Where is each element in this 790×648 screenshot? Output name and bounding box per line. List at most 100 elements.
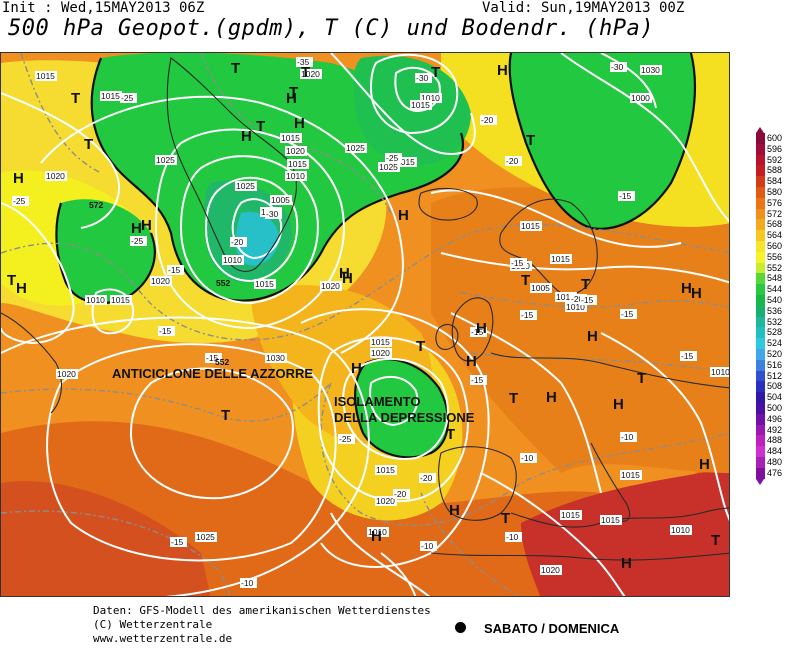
pressure-label: 1015 (255, 279, 274, 289)
legend-swatch (756, 370, 765, 382)
pressure-label: 1005 (531, 283, 550, 293)
pressure-label: 1000 (631, 93, 650, 103)
legend-swatch (756, 165, 765, 177)
temperature-label-bg (470, 327, 487, 337)
temperature-label: -20 (481, 115, 494, 125)
high-pressure-marker: H (449, 502, 460, 519)
legend-swatch (756, 435, 765, 447)
low-pressure-marker: T (509, 390, 518, 407)
pressure-label: 1015 (561, 510, 580, 520)
map-title: 500 hPa Geopot.(gpdm), T (C) und Bodendr… (8, 16, 655, 41)
pressure-label-bg (375, 496, 397, 506)
isobar-azores-1025 (46, 343, 337, 562)
temperature-label: -20 (420, 473, 433, 483)
temperature-label: -30 (266, 209, 279, 219)
low-pressure-marker: T (416, 338, 425, 355)
pressure-label: 1015 (396, 157, 415, 167)
coast-italy (590, 442, 631, 522)
temperature-label-bg (230, 237, 247, 247)
temperature-label: -25 (121, 93, 134, 103)
legend-level: 500 (752, 402, 788, 414)
pressure-label-bg (520, 221, 542, 231)
pressure-label: 1025 (236, 181, 255, 191)
legend-level: 548 (752, 273, 788, 285)
isotherm-5 (460, 292, 729, 309)
pressure-label-bg (670, 525, 692, 535)
pressure-label: 1010 (671, 525, 690, 535)
pressure-label-bg (285, 146, 307, 156)
legend-value: 572 (767, 208, 783, 219)
legend-level: 556 (752, 251, 788, 263)
isotherm-2 (1, 382, 332, 422)
pressure-label: 1030 (641, 65, 660, 75)
isobar-azores-1020 (1, 316, 370, 596)
isobar-greenland-1020 (154, 128, 345, 330)
high-pressure-marker: H (351, 360, 362, 377)
legend-level: 504 (752, 392, 788, 403)
legend-value: 488 (767, 435, 783, 446)
field-southwest-red (1, 481, 211, 596)
pressure-label: 1010 (223, 255, 242, 265)
legend-level: 544 (752, 284, 788, 295)
temperature-label: -25 (13, 196, 26, 206)
high-pressure-marker: H (621, 555, 632, 572)
temperature-label: -15 (159, 326, 172, 336)
coast-iceland (418, 187, 478, 221)
isotherm-4 (1, 510, 231, 596)
isobar-west-1015 (1, 92, 121, 229)
low-pressure-marker: T (446, 426, 455, 443)
legend-value: 536 (767, 305, 783, 316)
isotherm-1 (1, 224, 729, 341)
geopotential-label: 552 (216, 278, 230, 288)
legend-level: 484 (752, 446, 788, 457)
legend-swatch (756, 176, 765, 187)
high-pressure-marker: H (371, 528, 382, 545)
low-pressure-marker: T (221, 407, 230, 424)
temperature-label-bg (680, 351, 697, 361)
pressure-label-bg (640, 65, 662, 75)
isobar-north-1020 (330, 53, 476, 155)
low-pressure-marker: T (501, 510, 510, 527)
pressure-label-bg (710, 367, 729, 377)
legend-swatch (756, 197, 765, 209)
temperature-label-bg (620, 309, 637, 319)
legend-value: 496 (767, 413, 783, 424)
annotation-cutoff-low-2: DELLA DEPRESSIONE (334, 410, 475, 425)
isobar-south-1015 (330, 512, 431, 596)
temperature-label: -30 (611, 62, 624, 72)
legend-level: 536 (752, 305, 788, 317)
pressure-label-bg (378, 162, 400, 172)
pressure-label-bg (300, 69, 322, 79)
isotherm-9 (200, 53, 392, 214)
temperature-label: -15 (471, 327, 484, 337)
legend-swatch (756, 359, 765, 371)
temperature-label-bg (419, 473, 436, 483)
high-pressure-marker: H (286, 90, 297, 107)
map-labels: 1015101510201025101510201015101010051000… (7, 57, 729, 588)
pressure-label-bg (265, 353, 287, 363)
legend-value: 476 (767, 467, 783, 478)
pressure-label: 1010 (286, 171, 305, 181)
geopotential-label: 572 (89, 200, 103, 210)
pressure-label-bg (560, 510, 582, 520)
high-pressure-marker: H (466, 353, 477, 370)
legend-level: 552 (752, 262, 788, 274)
low-pressure-marker: T (256, 118, 265, 135)
legend-level: 576 (752, 197, 788, 209)
pressure-label: 1015 (601, 515, 620, 525)
pressure-label: 1020 (57, 369, 76, 379)
legend-value: 484 (767, 446, 783, 457)
low-pressure-marker: T (84, 136, 93, 153)
legend-value: 528 (767, 327, 783, 338)
pressure-label-bg (56, 369, 78, 379)
low-pressure-marker: T (231, 60, 240, 77)
isobar-med-1015 (480, 472, 626, 596)
pressure-label-bg (565, 302, 587, 312)
temperature-label-bg (520, 453, 537, 463)
isobar-ne-1000 (600, 53, 657, 109)
high-pressure-marker: H (398, 207, 409, 224)
legend-level: 596 (752, 143, 788, 155)
temperature-label-bg (505, 532, 522, 542)
temperature-label: -15 (511, 258, 524, 268)
low-pressure-marker: T (7, 272, 16, 289)
